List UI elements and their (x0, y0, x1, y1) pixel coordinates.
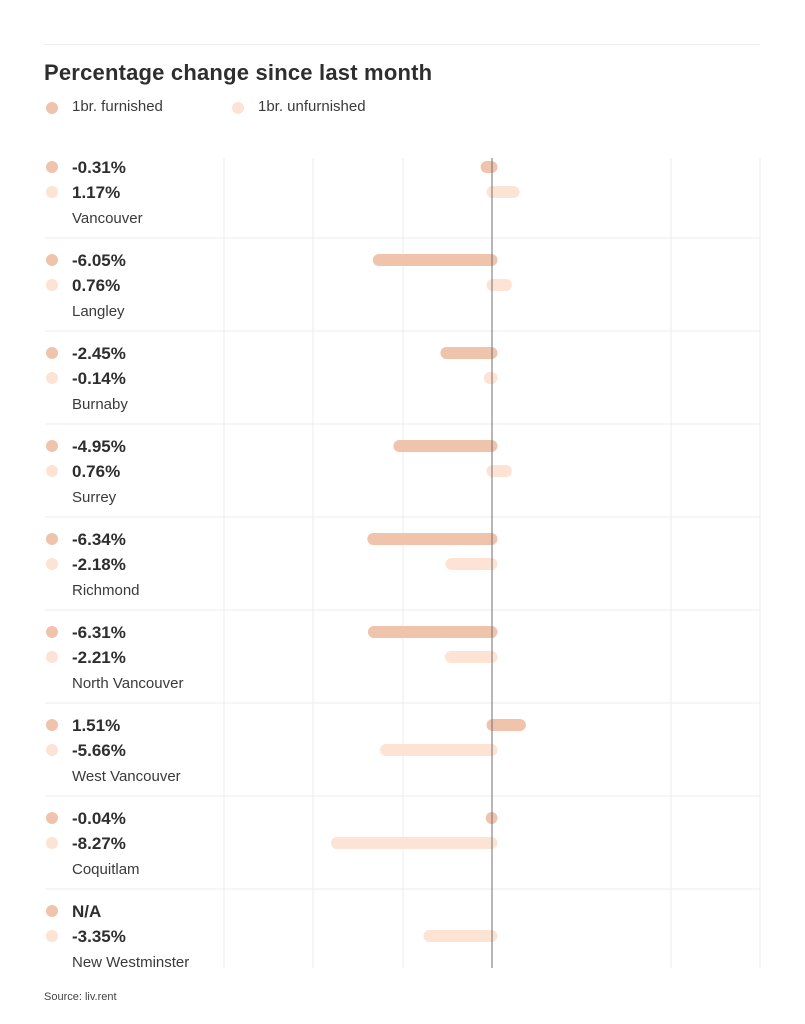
bar-furnished (367, 533, 498, 545)
city-label: New Westminster (72, 954, 189, 971)
city-label: Burnaby (72, 396, 128, 413)
row-dot-unfurnished (46, 558, 58, 570)
city-label: Langley (72, 303, 125, 320)
value-label-furnished: -4.95% (72, 437, 126, 456)
value-label-unfurnished: 0.76% (72, 462, 120, 481)
bar-furnished (367, 626, 498, 638)
value-label-unfurnished: -2.18% (72, 555, 126, 574)
value-label-unfurnished: 1.17% (72, 183, 120, 202)
row-dot-unfurnished (46, 186, 58, 198)
value-label-furnished: -6.31% (72, 623, 126, 642)
chart-title: Percentage change since last month (44, 60, 433, 85)
source-note: Source: liv.rent (44, 991, 117, 1003)
value-label-unfurnished: -0.14% (72, 369, 126, 388)
row-dot-furnished (46, 347, 58, 359)
bar-unfurnished (331, 837, 498, 849)
bar-unfurnished (445, 558, 498, 570)
row-dot-unfurnished (46, 744, 58, 756)
bar-furnished (486, 719, 526, 731)
bar-unfurnished (486, 279, 512, 291)
row-dot-furnished (46, 440, 58, 452)
legend-label-furnished: 1br. furnished (72, 98, 163, 115)
value-label-furnished: -0.04% (72, 809, 126, 828)
city-label: Richmond (72, 582, 140, 599)
bar-unfurnished (483, 372, 498, 384)
row-dot-furnished (46, 812, 58, 824)
value-label-furnished: N/A (72, 902, 101, 921)
value-label-furnished: -6.05% (72, 251, 126, 270)
bar-furnished (480, 161, 498, 173)
value-label-unfurnished: -8.27% (72, 834, 126, 853)
row-dot-furnished (46, 626, 58, 638)
legend-swatch-furnished (46, 102, 58, 114)
row-dot-furnished (46, 533, 58, 545)
city-label: North Vancouver (72, 675, 183, 692)
bar-unfurnished (486, 186, 520, 198)
bar-furnished (393, 440, 498, 452)
row-dot-unfurnished (46, 837, 58, 849)
top-divider (44, 44, 760, 45)
legend-swatch-unfurnished (232, 102, 244, 114)
bar-unfurnished (423, 930, 498, 942)
value-label-unfurnished: 0.76% (72, 276, 120, 295)
city-label: Surrey (72, 489, 117, 506)
city-label: Vancouver (72, 210, 143, 227)
row-dot-furnished (46, 254, 58, 266)
value-label-furnished: -0.31% (72, 158, 126, 177)
bar-unfurnished (380, 744, 498, 756)
value-label-furnished: -2.45% (72, 344, 126, 363)
legend-label-unfurnished: 1br. unfurnished (258, 98, 366, 115)
bar-unfurnished (444, 651, 498, 663)
bar-unfurnished (486, 465, 512, 477)
row-dot-furnished (46, 161, 58, 173)
city-label: West Vancouver (72, 768, 181, 785)
value-label-unfurnished: -2.21% (72, 648, 126, 667)
row-dot-unfurnished (46, 372, 58, 384)
row-dot-furnished (46, 905, 58, 917)
value-label-furnished: -6.34% (72, 530, 126, 549)
row-dot-furnished (46, 719, 58, 731)
row-dot-unfurnished (46, 465, 58, 477)
city-label: Coquitlam (72, 861, 140, 878)
value-label-unfurnished: -3.35% (72, 927, 126, 946)
row-dot-unfurnished (46, 279, 58, 291)
value-label-furnished: 1.51% (72, 716, 120, 735)
row-dot-unfurnished (46, 930, 58, 942)
value-label-unfurnished: -5.66% (72, 741, 126, 760)
bar-furnished (372, 254, 498, 266)
bar-furnished (440, 347, 498, 359)
row-dot-unfurnished (46, 651, 58, 663)
